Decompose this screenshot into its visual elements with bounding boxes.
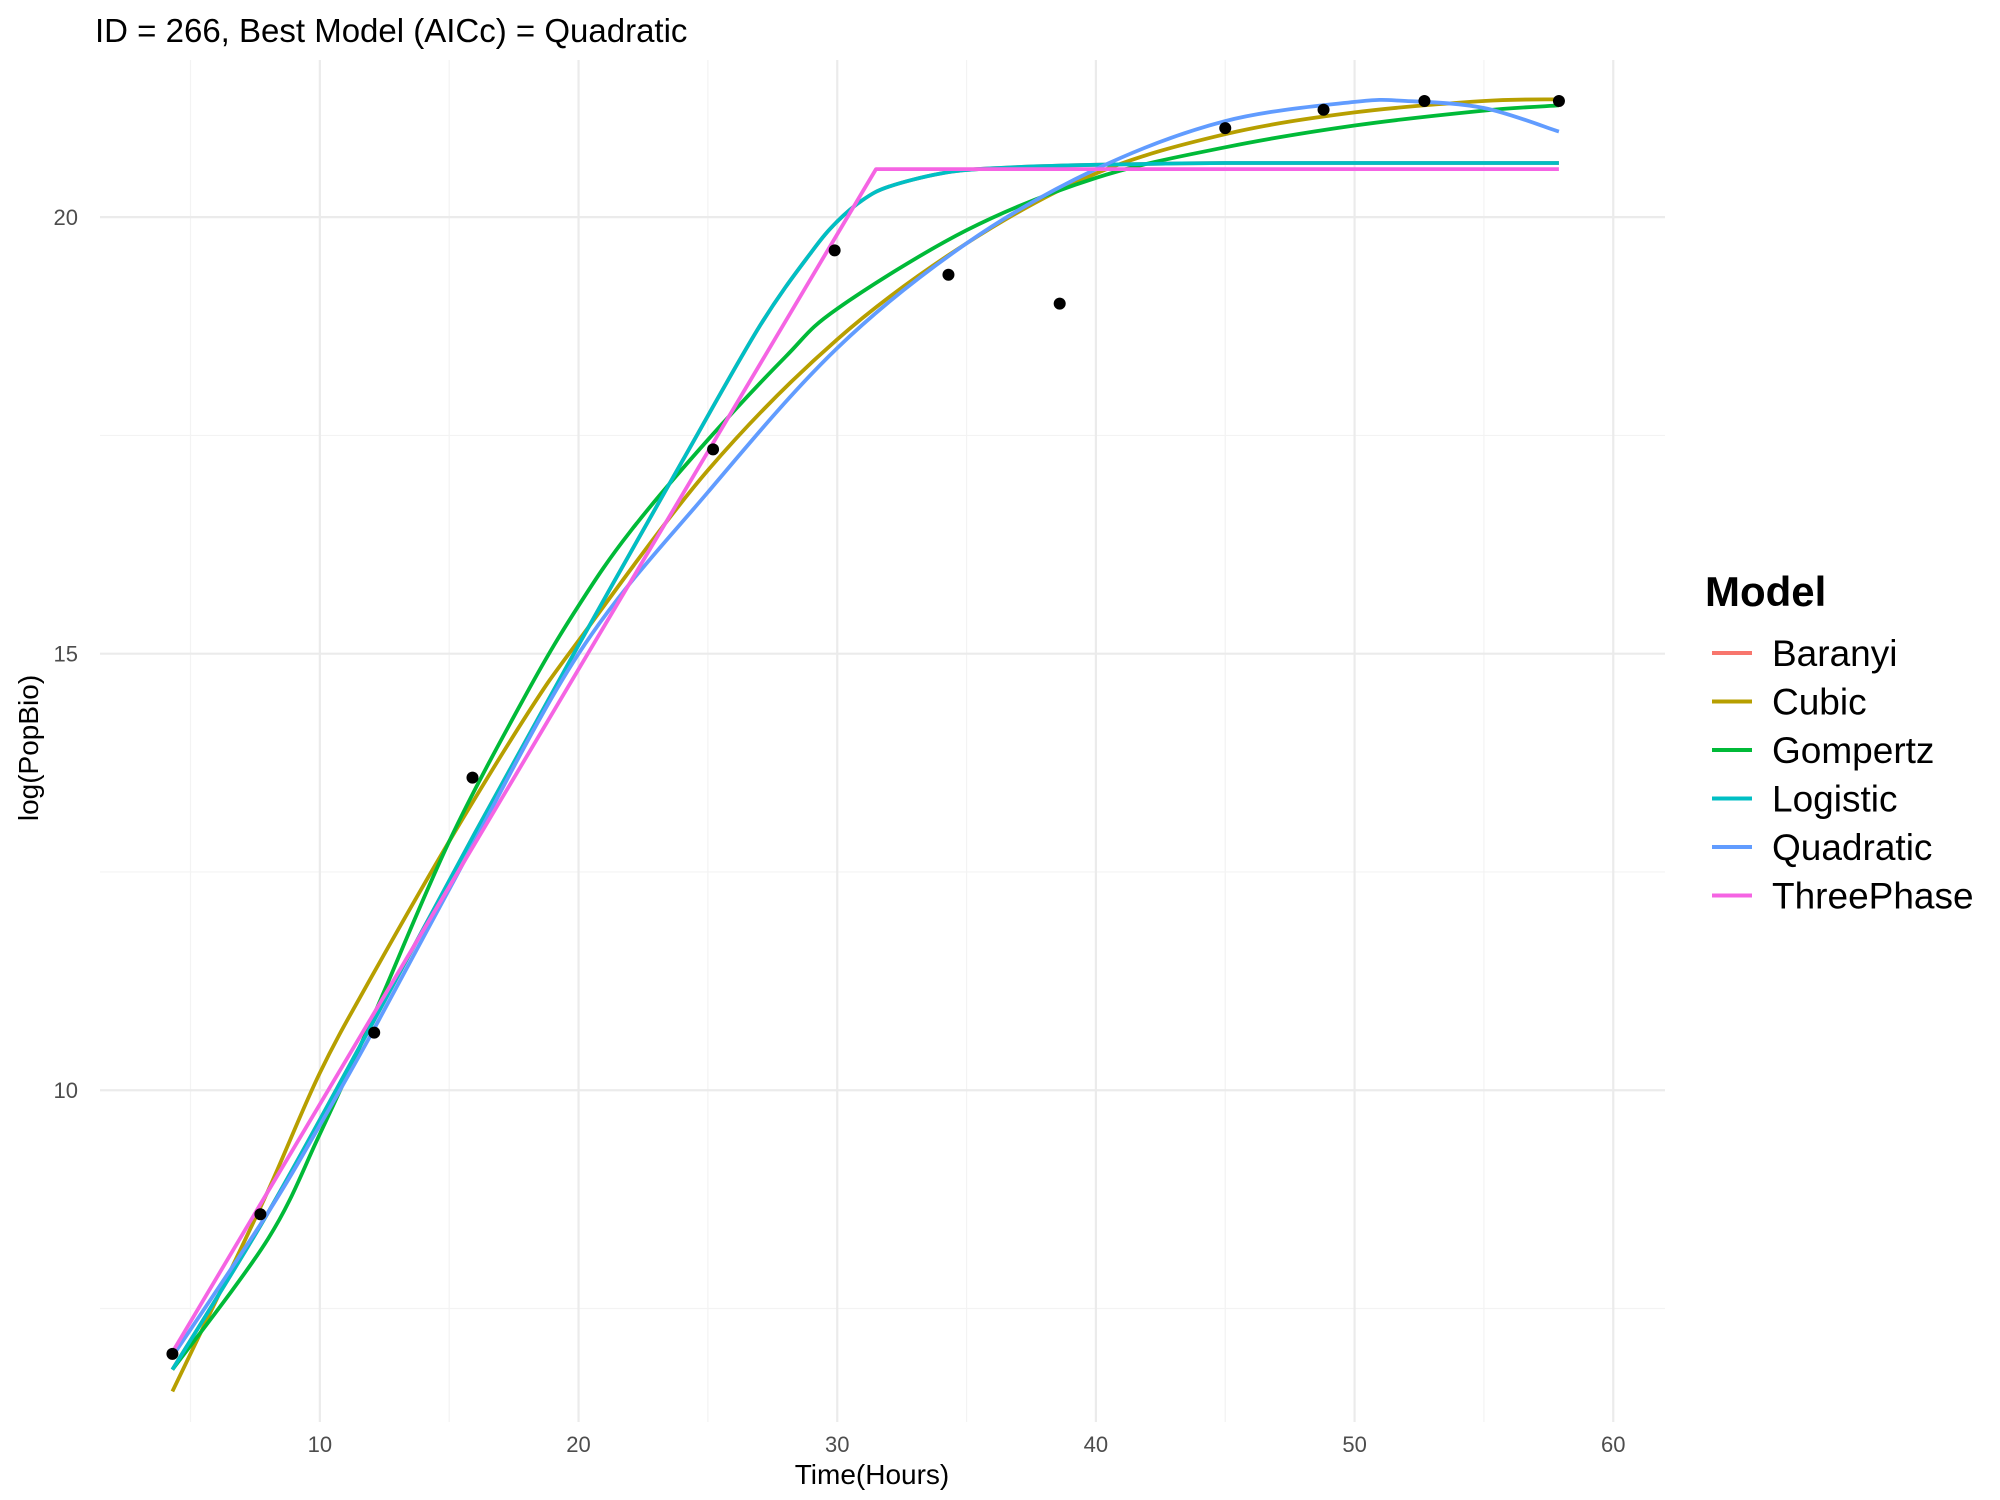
grid — [100, 60, 1665, 1422]
y-axis-label: log(PopBio) — [13, 675, 44, 821]
y-tick-label: 15 — [54, 642, 78, 667]
data-point — [368, 1026, 381, 1039]
x-tick-label: 50 — [1342, 1432, 1366, 1457]
data-point — [942, 268, 955, 281]
series-lines — [170, 97, 1560, 1393]
legend-label-quadratic: Quadratic — [1772, 827, 1932, 868]
legend-label-gompertz: Gompertz — [1772, 730, 1934, 771]
legend-label-logistic: Logistic — [1772, 779, 1897, 820]
legend-title: Model — [1705, 568, 1826, 615]
legend-label-cubic: Cubic — [1772, 682, 1867, 723]
data-point — [1317, 103, 1330, 116]
data-point — [707, 443, 720, 456]
series-line-quadratic — [170, 97, 1560, 1358]
x-axis-label: Time(Hours) — [795, 1459, 950, 1490]
x-tick-label: 60 — [1601, 1432, 1625, 1457]
y-tick-label: 10 — [54, 1078, 78, 1103]
x-tick-label: 10 — [308, 1432, 332, 1457]
data-points — [166, 95, 1565, 1360]
x-tick-label: 40 — [1084, 1432, 1108, 1457]
legend-label-threephase: ThreePhase — [1772, 876, 1974, 917]
x-tick-labels: 10 20 30 40 50 60 — [308, 1432, 1626, 1457]
legend: Model Baranyi Cubic Gompertz Logistic Quadra… — [1705, 568, 1974, 917]
chart-title: ID = 266, Best Model (AICc) = Quadratic — [95, 12, 687, 49]
legend-items: Baranyi Cubic Gompertz Logistic Quadratic Thr… — [1712, 633, 1974, 917]
y-tick-labels: 10 15 20 — [54, 205, 78, 1103]
data-point — [828, 244, 841, 257]
x-tick-label: 30 — [825, 1432, 849, 1457]
data-point — [466, 771, 479, 784]
data-point — [166, 1347, 179, 1360]
legend-label-baranyi: Baranyi — [1772, 633, 1897, 674]
x-tick-label: 20 — [566, 1432, 590, 1457]
data-point — [254, 1208, 267, 1221]
data-point — [1418, 95, 1431, 108]
data-point — [1219, 122, 1232, 135]
data-point — [1552, 95, 1565, 108]
series-line-threephase — [170, 167, 1559, 1354]
y-tick-label: 20 — [54, 205, 78, 230]
data-point — [1053, 297, 1066, 310]
